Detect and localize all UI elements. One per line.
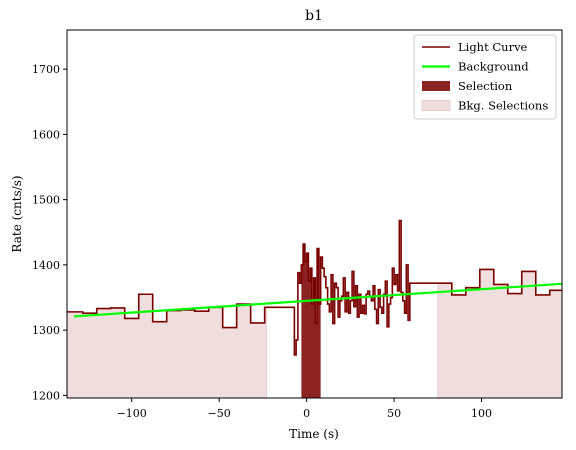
legend-swatch bbox=[421, 100, 451, 111]
legend-label: Selection bbox=[458, 79, 513, 93]
bkg-selection-layer bbox=[66, 269, 563, 398]
y-tick-label: 1400 bbox=[32, 259, 60, 272]
legend-label: Background bbox=[458, 60, 529, 74]
background-layer bbox=[73, 282, 563, 318]
y-tick-label: 1300 bbox=[32, 324, 60, 337]
bkg-selection-region-2 bbox=[437, 269, 562, 398]
y-tick-label: 1500 bbox=[32, 194, 60, 207]
chart-title: b1 bbox=[305, 8, 323, 24]
x-tick-label: 50 bbox=[387, 407, 401, 420]
y-tick-label: 1600 bbox=[32, 128, 60, 141]
light-curve-line bbox=[67, 219, 562, 356]
background-line bbox=[73, 282, 563, 318]
x-tick-label: 100 bbox=[471, 407, 492, 420]
bkg-selection-region-1 bbox=[67, 294, 267, 398]
legend-label: Light Curve bbox=[458, 40, 528, 54]
legend-box bbox=[413, 34, 557, 120]
selection-region bbox=[301, 244, 321, 398]
y-tick-label: 1700 bbox=[32, 63, 60, 76]
legend: Light Curve Background Selection Bkg. Selec… bbox=[413, 34, 557, 120]
x-tick-label: −100 bbox=[117, 407, 147, 420]
legend-label: Bkg. Selections bbox=[458, 99, 548, 113]
light-curve-layer bbox=[67, 219, 562, 356]
y-tick-label: 1200 bbox=[32, 389, 60, 402]
x-tick-label: −50 bbox=[208, 407, 231, 420]
legend-swatch bbox=[422, 81, 450, 91]
y-axis-label: Rate (cnts/s) bbox=[10, 175, 24, 252]
axes: −100 −50 0 50 100 1200 1300 1400 1500 1600 1700 bbox=[32, 29, 563, 420]
plot-frame bbox=[66, 29, 563, 399]
x-tick-label: 0 bbox=[303, 407, 310, 420]
x-axis-label: Time (s) bbox=[289, 427, 339, 441]
selection-layer bbox=[301, 244, 321, 398]
